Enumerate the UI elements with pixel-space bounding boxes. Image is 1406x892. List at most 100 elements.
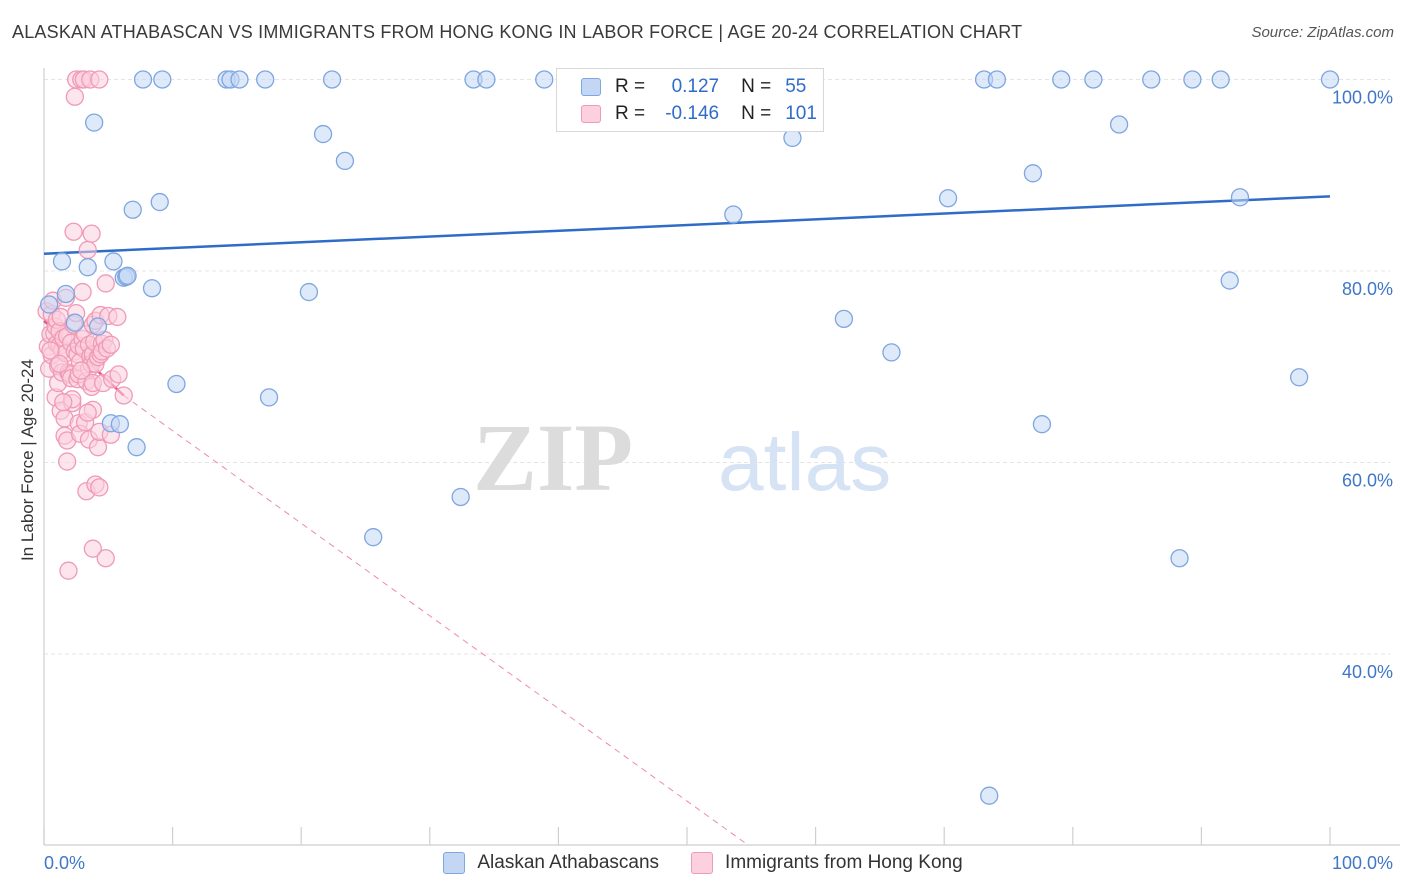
trend-lines: [43, 195, 1331, 846]
stats-box: R = 0.127 N = 55 R = -0.146 N = 101: [556, 68, 824, 132]
data-point-athabascan: [1023, 164, 1043, 183]
y-tick-label: 40.0%: [1342, 662, 1393, 682]
data-point-hong-kong: [65, 87, 85, 106]
legend-item-athabascan[interactable]: Alaskan Athabascans: [443, 852, 659, 874]
data-point-athabascan: [167, 374, 186, 394]
data-point-athabascan: [724, 205, 743, 224]
data-point-hong-kong: [96, 549, 115, 568]
trend-line-hong-kong-extended: [123, 395, 750, 846]
data-point-hong-kong: [78, 403, 97, 422]
data-point-athabascan: [322, 70, 342, 89]
data-point-athabascan: [1211, 70, 1230, 89]
legend-swatch-pink: [691, 852, 714, 874]
stats-swatch-blue: [581, 78, 601, 96]
data-point-hong-kong: [64, 222, 83, 241]
data-point-athabascan: [980, 786, 999, 805]
axes: [43, 68, 1400, 846]
tick-labels: 40.0% 60.0% 80.0% 100.0% 0.0% 100.0%: [44, 88, 1393, 874]
watermark: ZIP atlas: [473, 404, 891, 511]
data-point-hong-kong: [82, 224, 101, 243]
data-point-hong-kong: [101, 335, 121, 354]
data-point-athabascan: [938, 189, 958, 208]
y-tick-label: 80.0%: [1342, 279, 1393, 299]
data-point-athabascan: [153, 70, 172, 89]
data-point-hong-kong: [83, 539, 103, 558]
r-label: R =: [615, 103, 646, 124]
data-point-hong-kong: [41, 341, 60, 360]
data-point-athabascan: [133, 70, 153, 89]
data-point-athabascan: [1084, 70, 1103, 89]
n-label: N =: [741, 76, 772, 97]
r-value: -0.146: [665, 103, 720, 124]
data-point-hong-kong: [72, 361, 91, 380]
data-point-athabascan: [364, 528, 383, 547]
data-point-hong-kong: [57, 452, 77, 471]
series-athabascan-points: [39, 70, 1340, 805]
data-point-athabascan: [451, 487, 470, 507]
chart-title: ALASKAN ATHABASCAN VS IMMIGRANTS FROM HO…: [12, 22, 1023, 42]
watermark-zip: ZIP: [473, 404, 633, 511]
data-point-hong-kong: [54, 393, 73, 412]
data-point-athabascan: [39, 295, 59, 314]
n-value: 101: [785, 103, 817, 124]
x-tick-label: 0.0%: [44, 853, 85, 873]
data-point-hong-kong: [88, 438, 108, 457]
data-point-athabascan: [477, 70, 496, 89]
n-value: 55: [785, 76, 807, 97]
data-point-athabascan: [118, 266, 137, 285]
stats-swatch-pink: [581, 105, 601, 123]
data-point-athabascan: [85, 113, 104, 132]
data-point-athabascan: [313, 124, 333, 144]
data-point-hong-kong: [90, 478, 109, 497]
gridlines: [44, 79, 1390, 655]
data-point-athabascan: [882, 343, 901, 362]
r-label: R =: [615, 76, 646, 97]
data-point-athabascan: [56, 284, 76, 304]
stats-row-hong-kong: R = -0.146 N = 101: [557, 101, 817, 127]
data-point-athabascan: [1032, 415, 1052, 434]
data-point-athabascan: [1230, 188, 1250, 207]
data-point-athabascan: [78, 258, 97, 277]
stats-row-athabascan: R = 0.127 N = 55: [557, 74, 806, 100]
data-point-athabascan: [1289, 368, 1309, 387]
data-point-hong-kong: [59, 561, 78, 580]
data-point-athabascan: [1142, 70, 1161, 89]
data-point-hong-kong: [78, 240, 97, 260]
data-point-athabascan: [127, 438, 146, 457]
data-point-athabascan: [1183, 70, 1202, 89]
legend-item-hong-kong[interactable]: Immigrants from Hong Kong: [691, 852, 963, 874]
y-tick-label: 60.0%: [1342, 471, 1393, 491]
data-point-athabascan: [88, 317, 108, 336]
trend-line-athabascan: [43, 195, 1331, 256]
data-point-hong-kong: [96, 274, 115, 293]
data-point-athabascan: [150, 192, 169, 212]
data-point-athabascan: [1320, 70, 1340, 89]
data-point-athabascan: [987, 70, 1007, 89]
n-label: N =: [741, 103, 772, 124]
data-point-athabascan: [230, 70, 249, 89]
legend-label: Alaskan Athabascans: [477, 852, 660, 873]
data-point-hong-kong: [73, 282, 92, 302]
data-point-athabascan: [535, 70, 554, 89]
data-point-athabascan: [1109, 115, 1129, 134]
data-point-athabascan: [834, 309, 854, 329]
data-point-athabascan: [123, 200, 142, 219]
legend-swatch-blue: [443, 852, 466, 874]
legend: Alaskan Athabascans Immigrants from Hong…: [0, 852, 1406, 874]
data-point-athabascan: [142, 279, 162, 298]
y-tick-label: 100.0%: [1332, 88, 1393, 108]
data-point-athabascan: [1052, 70, 1071, 89]
watermark-atlas: atlas: [718, 417, 891, 508]
source-label: Source: ZipAtlas.com: [1251, 24, 1394, 41]
data-point-hong-kong: [50, 354, 69, 374]
data-point-hong-kong: [109, 365, 128, 384]
series-hong-kong-points: [37, 70, 133, 580]
data-point-athabascan: [104, 252, 123, 271]
legend-label: Immigrants from Hong Kong: [725, 852, 963, 873]
r-value: 0.127: [671, 76, 720, 97]
data-point-hong-kong: [114, 386, 133, 405]
data-point-athabascan: [110, 415, 130, 434]
data-point-athabascan: [256, 70, 275, 89]
data-point-hong-kong: [108, 307, 127, 327]
